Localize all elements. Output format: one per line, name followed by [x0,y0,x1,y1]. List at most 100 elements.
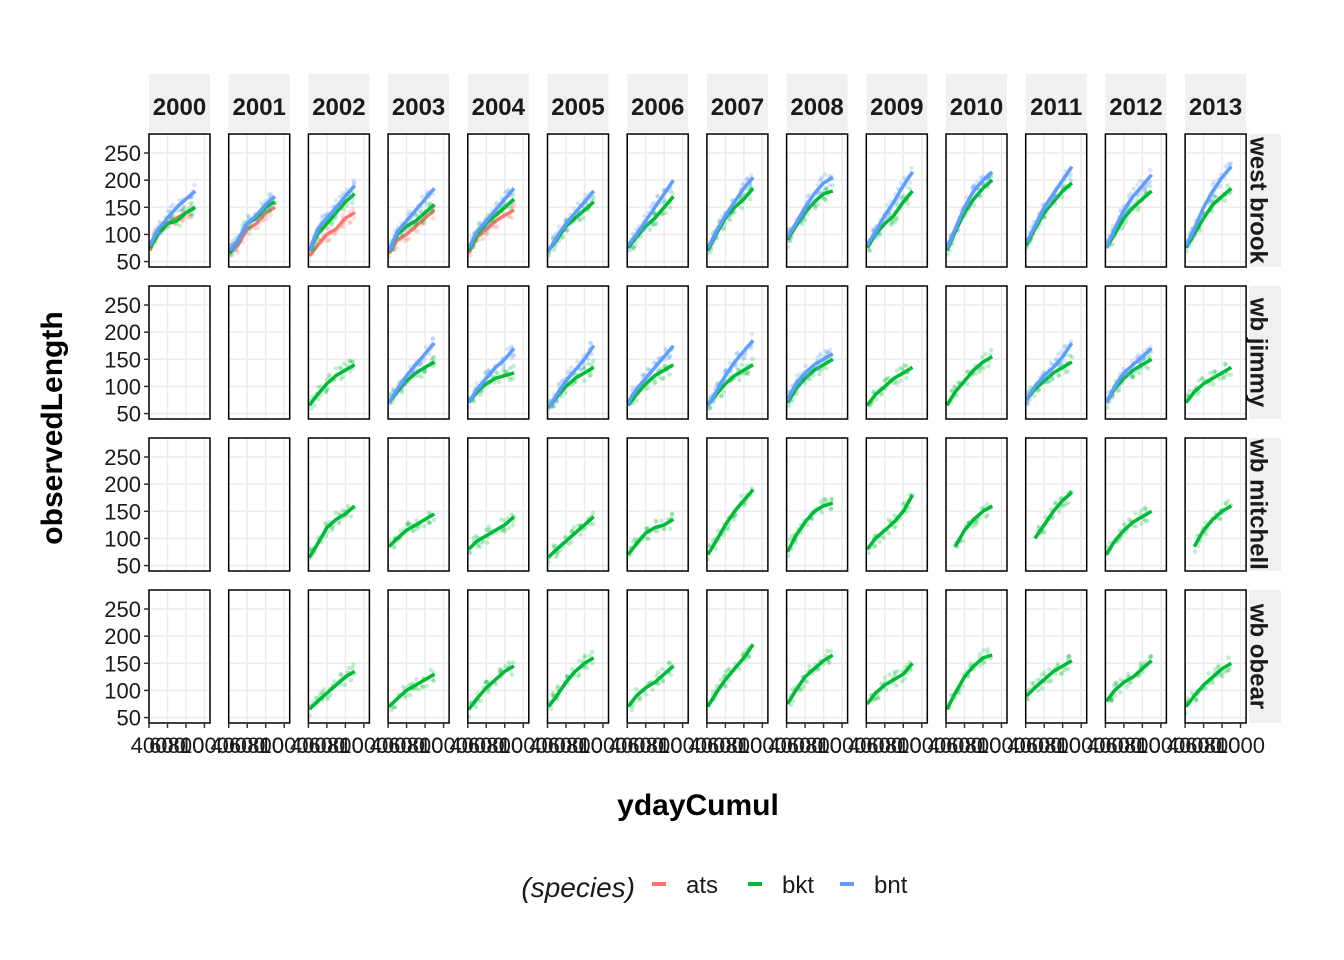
data-point [1112,693,1118,698]
data-point [247,227,253,232]
trend-line [387,341,436,404]
data-point [484,527,489,533]
data-point [1145,354,1150,360]
panel [148,589,211,724]
data-point [1133,524,1139,529]
data-point [1223,501,1228,506]
data-point [1055,661,1060,667]
panel [546,589,610,724]
data-point [900,502,906,507]
data-point [495,371,500,376]
data-point [179,218,185,224]
data-point [324,238,329,243]
data-point [659,518,664,523]
data-point [818,499,824,504]
data-point [1052,194,1058,200]
panel-border [1104,133,1168,268]
data-point [508,206,514,211]
data-point [960,538,965,543]
data-point [493,202,499,207]
data-point [630,245,636,251]
data-point [818,190,823,195]
data-point [259,200,264,206]
data-point [391,705,397,711]
data-point [899,366,905,372]
data-point [578,211,584,216]
data-point [1226,161,1231,167]
trend-line [1104,659,1153,703]
data-point [340,224,346,230]
data-point [739,493,744,498]
data-point [1066,666,1071,672]
data-point [872,544,877,549]
data-point [575,359,580,364]
data-point [477,237,483,243]
data-point [474,381,479,386]
data-point [979,505,984,511]
y-tick-label: 200 [104,472,141,497]
data-point [818,178,823,183]
panel [945,133,1008,268]
data-point [511,192,516,197]
panel [546,437,610,572]
data-point [485,679,490,685]
data-point [233,247,238,252]
data-point [254,219,260,224]
data-point [985,180,991,186]
data-point [416,373,421,378]
data-point [735,350,740,355]
data-point [1212,194,1217,199]
data-point [1226,655,1231,660]
data-point [797,688,802,693]
trend-line [547,515,595,559]
data-point [1145,518,1150,523]
column-strip-label: 2010 [950,94,1003,121]
data-point [1145,366,1151,371]
data-point [808,377,813,382]
data-point [659,201,664,206]
data-point [809,517,815,522]
trend-line [148,205,197,249]
trend-line [546,189,596,252]
data-point [341,361,347,366]
column-strip-label: 2006 [631,94,684,121]
data-point [1189,690,1194,696]
data-point [414,367,420,372]
panel-border [1104,437,1168,572]
data-point [718,393,724,399]
data-point [342,682,348,688]
data-point [977,663,983,668]
data-point [324,389,329,394]
panel [1104,133,1168,268]
data-point [388,707,394,713]
data-point [166,209,171,214]
data-point [956,690,962,696]
data-point [904,363,909,369]
data-point [892,671,898,676]
data-point [1059,349,1064,354]
data-point [569,539,574,544]
data-point [651,222,656,227]
y-tick-label: 250 [104,445,141,470]
data-point [419,219,425,225]
data-point [351,178,356,183]
data-point [350,200,355,206]
data-point [645,525,650,531]
data-point [823,348,828,354]
data-point [406,521,411,526]
data-point [575,200,581,206]
data-point [1126,517,1132,522]
y-tick-label: 250 [104,597,141,622]
data-point [483,370,488,375]
data-point [502,369,507,374]
data-point [346,358,352,364]
data-point [177,208,182,213]
data-point [1135,182,1140,187]
panel-border [706,437,769,572]
data-point [829,496,834,501]
data-point [647,227,653,232]
data-point [1068,338,1074,344]
data-point [798,380,804,385]
data-point [660,679,665,684]
data-point [554,400,559,405]
